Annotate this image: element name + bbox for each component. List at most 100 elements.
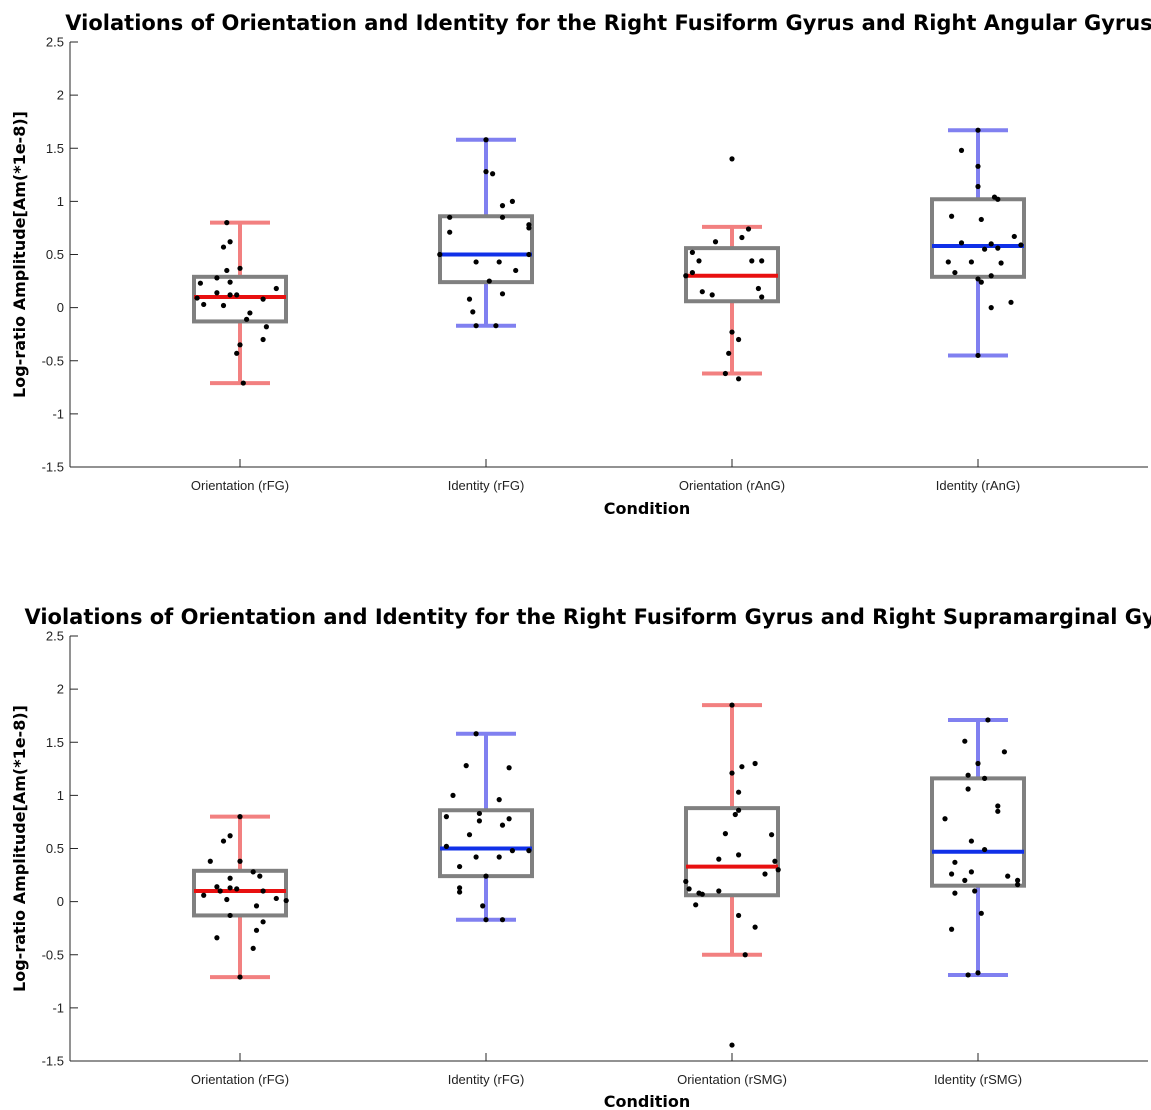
box-iqr xyxy=(192,274,288,324)
data-point xyxy=(968,838,975,844)
data-point xyxy=(988,273,994,279)
data-point xyxy=(693,902,699,908)
data-point xyxy=(496,797,502,803)
data-point xyxy=(227,912,233,919)
data-point xyxy=(709,292,715,298)
data-point xyxy=(237,974,243,980)
data-point xyxy=(473,854,479,860)
data-point xyxy=(473,731,479,737)
data-point xyxy=(949,926,955,932)
data-point xyxy=(958,147,965,153)
y-tick-label: 1 xyxy=(57,788,64,803)
data-point xyxy=(952,890,958,896)
data-point xyxy=(513,267,519,274)
data-point xyxy=(982,846,988,853)
data-point xyxy=(736,336,742,343)
data-point xyxy=(772,858,778,864)
data-point xyxy=(457,889,463,895)
data-point xyxy=(476,818,482,824)
data-point xyxy=(726,350,732,356)
data-point xyxy=(466,296,473,302)
data-point xyxy=(227,239,233,245)
data-point xyxy=(975,970,981,976)
data-point xyxy=(729,770,735,776)
data-point xyxy=(952,859,958,865)
x-tick-label: Identity (rFG) xyxy=(448,1072,525,1087)
data-point xyxy=(237,858,243,864)
chart-title: Violations of Orientation and Identity f… xyxy=(65,11,1151,35)
data-point xyxy=(995,808,1001,814)
data-point xyxy=(509,198,515,204)
data-point xyxy=(447,229,453,235)
data-point xyxy=(749,258,755,264)
data-point xyxy=(443,814,449,820)
box-iqr xyxy=(192,868,288,918)
data-point xyxy=(975,352,981,359)
data-point xyxy=(499,822,506,828)
data-point xyxy=(716,888,722,894)
y-tick-label: 1.5 xyxy=(46,141,64,156)
data-point xyxy=(998,260,1004,266)
data-point xyxy=(775,867,781,873)
data-point xyxy=(968,259,975,265)
box-iqr xyxy=(930,776,1026,888)
data-point xyxy=(214,935,220,941)
data-point xyxy=(476,810,482,817)
data-point xyxy=(486,278,492,284)
data-point xyxy=(224,267,230,274)
data-point xyxy=(686,886,692,892)
data-point xyxy=(982,775,988,781)
data-point xyxy=(978,910,984,916)
y-tick-label: -1.5 xyxy=(42,1054,64,1069)
data-point xyxy=(499,214,506,220)
data-point xyxy=(234,292,240,298)
data-point xyxy=(683,273,689,279)
data-point xyxy=(247,310,253,316)
data-point xyxy=(722,370,729,377)
data-point xyxy=(762,871,768,877)
data-point xyxy=(526,848,532,854)
data-point xyxy=(466,832,473,838)
data-point xyxy=(250,869,256,875)
data-point xyxy=(253,903,260,909)
box-iqr xyxy=(438,808,534,879)
data-point xyxy=(197,280,203,286)
box-plot-2 xyxy=(438,731,534,923)
x-axis-label: Condition xyxy=(604,499,691,518)
data-point xyxy=(457,885,463,891)
data-point xyxy=(696,258,702,264)
y-tick-label: 0.5 xyxy=(46,247,64,262)
data-point xyxy=(207,858,213,864)
y-tick-label: 2.5 xyxy=(46,629,64,644)
data-point xyxy=(965,786,971,792)
data-point xyxy=(263,324,269,330)
y-tick-label: 0 xyxy=(57,300,64,315)
data-point xyxy=(769,832,775,838)
data-point xyxy=(234,886,240,892)
data-point xyxy=(752,924,758,930)
data-point xyxy=(985,717,991,723)
data-point xyxy=(499,203,506,209)
data-point xyxy=(506,765,512,771)
data-point xyxy=(712,239,719,245)
data-point xyxy=(526,225,532,231)
data-point xyxy=(253,927,260,933)
box-plot-3 xyxy=(683,702,781,1048)
data-point xyxy=(968,869,975,875)
data-point xyxy=(988,305,994,311)
box-iqr xyxy=(930,197,1026,279)
x-tick-label: Identity (rFG) xyxy=(448,478,525,493)
data-point xyxy=(260,296,266,302)
data-point xyxy=(214,884,220,890)
data-point xyxy=(490,171,496,177)
x-tick-label: Orientation (rFG) xyxy=(191,478,289,493)
data-point xyxy=(742,952,748,958)
data-point xyxy=(496,259,502,265)
data-point xyxy=(759,258,765,264)
box-iqr xyxy=(684,806,780,898)
data-point xyxy=(506,816,512,822)
data-point xyxy=(1008,299,1014,305)
box-plot-2 xyxy=(437,137,534,329)
data-point xyxy=(250,945,256,951)
data-point xyxy=(745,226,752,232)
